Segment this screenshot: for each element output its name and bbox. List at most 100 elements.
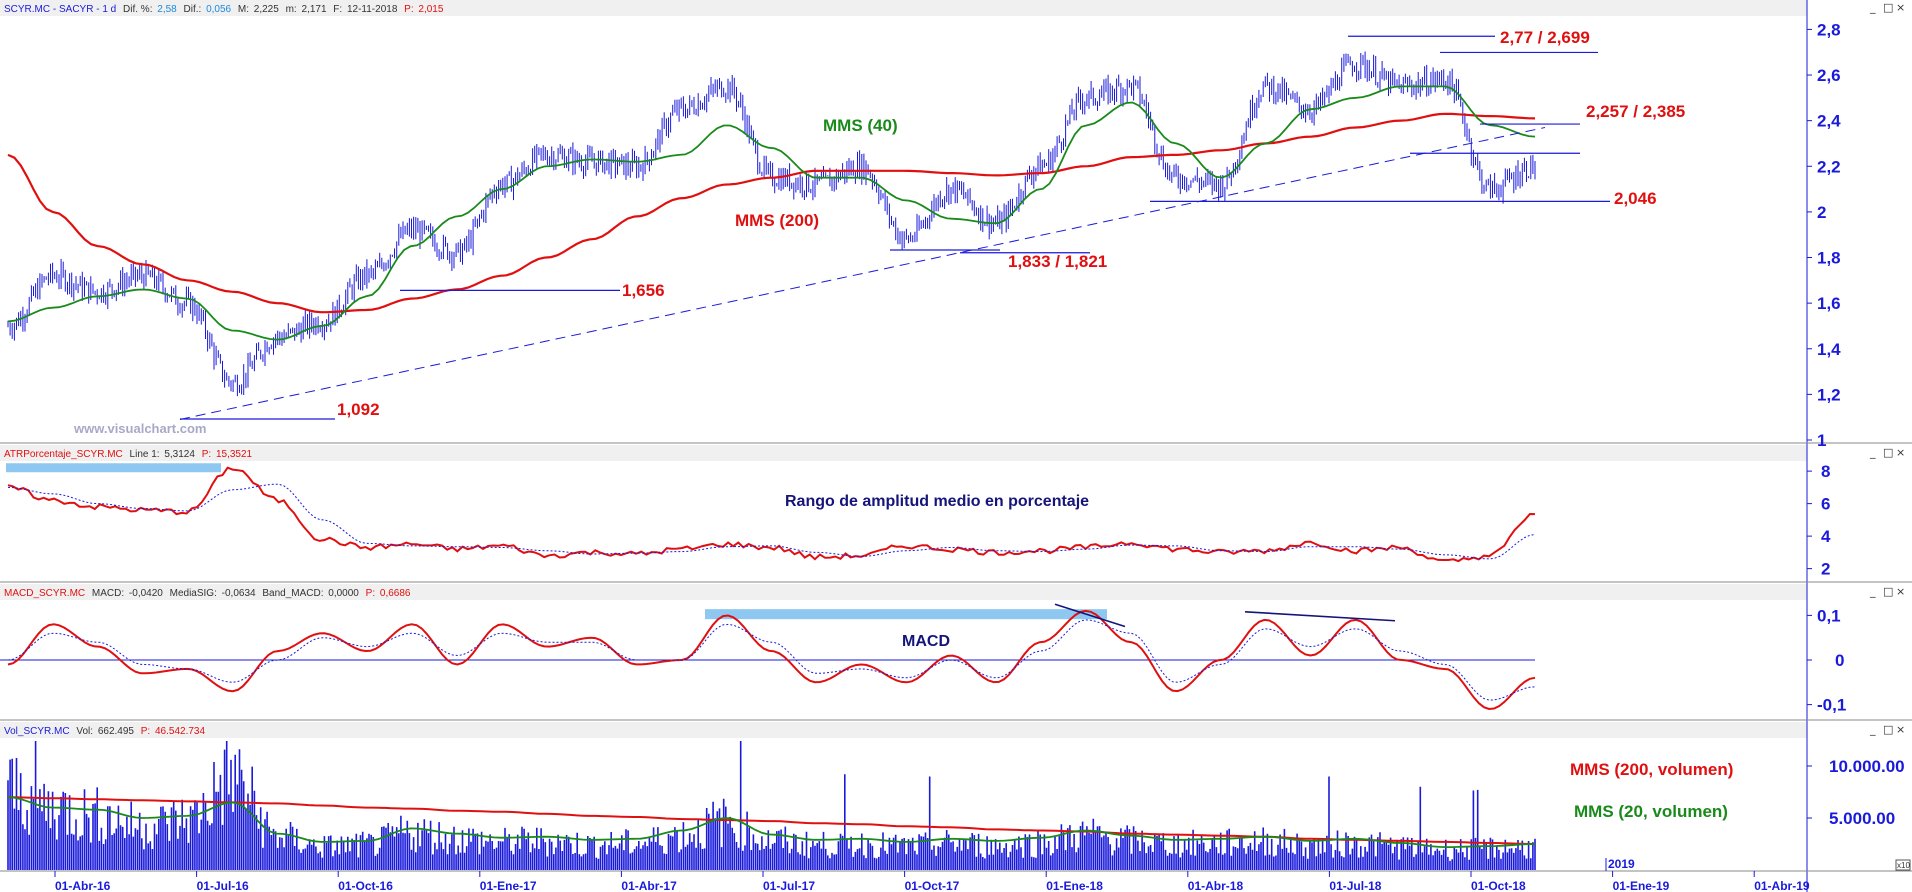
window-buttons[interactable]: _ □ ×_ □ ×_ □ ×_ □ × — [1869, 1, 1905, 736]
atr-p-value: 15,3521 — [216, 449, 253, 460]
volume-mms20-label: MMS (20, volumen) — [1574, 802, 1728, 821]
macd-line — [7, 609, 1536, 711]
macd-sig-value: -0,0634 — [222, 588, 256, 599]
minimize-button[interactable]: _ — [1869, 446, 1876, 459]
close-button[interactable]: × — [1896, 1, 1905, 14]
divergence-line — [1054, 603, 1126, 628]
price-y-tick: 1,6 — [1817, 294, 1841, 313]
volume-p-label: P: — [141, 726, 150, 737]
maximize-button[interactable]: □ — [1883, 446, 1893, 459]
macd-plot — [0, 603, 1536, 711]
min-value: 2,171 — [301, 4, 326, 15]
zoom-badge-label: x10 — [1897, 861, 1910, 870]
atr-y-tick: 6 — [1821, 495, 1830, 514]
dif-pct-value: 2,58 — [157, 4, 177, 15]
mms40-line — [7, 85, 1536, 341]
atr-header-bar — [0, 445, 1807, 461]
x-tick-label: 01-Ene-19 — [1613, 879, 1670, 892]
atr-y-tick: 2 — [1821, 560, 1830, 579]
x-axis: 01-Abr-16 01-Jul-16 01-Oct-16 01-Ene-17 01-A… — [54, 857, 1911, 892]
trendline — [179, 127, 1546, 420]
divergence-line — [1244, 611, 1396, 622]
minimize-button[interactable]: _ — [1869, 1, 1876, 14]
maximize-button[interactable]: □ — [1883, 585, 1893, 598]
macd-p-label: P: — [366, 588, 375, 599]
price-plot — [7, 35, 1610, 420]
atr-signal-line — [7, 483, 1536, 560]
atr-title: Rango de amplitud medio en porcentaje — [785, 493, 1089, 510]
atr-p-label: P: — [202, 449, 211, 460]
dif-label: Dif.: — [184, 4, 202, 15]
macd-p-value: 0,6686 — [380, 588, 411, 599]
atr-panel[interactable]: ATRPorcentaje_SCYR.MC Line 1: 5,3124 P: … — [0, 445, 1807, 563]
x-tick-label: 01-Abr-17 — [621, 879, 677, 892]
x-tick-label: 01-Oct-17 — [905, 879, 960, 892]
price-y-tick: 2,4 — [1817, 112, 1841, 131]
price-bars — [7, 51, 1536, 397]
dif-value: 0,056 — [206, 4, 231, 15]
macd-sig-label: MediaSIG: — [170, 588, 217, 599]
max-value: 2,225 — [254, 4, 279, 15]
volume-vol-label: Vol: — [76, 726, 93, 737]
volume-y-tick: 10.000.00 — [1829, 757, 1905, 776]
price-header: SCYR.MC - SACYR - 1 d Dif. %: 2,58 Dif.:… — [4, 4, 444, 15]
price-y-tick: 2 — [1817, 203, 1826, 222]
volume-bars — [7, 741, 1536, 870]
volume-header: Vol_SCYR.MC Vol: 662.495 P: 46.542.734 — [4, 726, 205, 737]
maximize-button[interactable]: □ — [1883, 1, 1893, 14]
minimize-button[interactable]: _ — [1869, 585, 1876, 598]
macd-header-bar — [0, 584, 1807, 600]
level-1833-label: 1,833 / 1,821 — [1008, 252, 1107, 271]
x-tick-label: 01-Oct-16 — [338, 879, 393, 892]
min-label: m: — [286, 4, 297, 15]
level-2257-label: 2,257 / 2,385 — [1586, 102, 1685, 121]
volume-panel[interactable]: Vol_SCYR.MC Vol: 662.495 P: 46.542.734 M… — [0, 722, 1807, 870]
x-tick-label: 01-Oct-18 — [1471, 879, 1526, 892]
atr-y-tick: 4 — [1821, 527, 1831, 546]
macd-band-label: Band_MACD: — [262, 588, 323, 599]
atr-plot — [6, 463, 1536, 563]
volume-vol-value: 662.495 — [98, 726, 135, 737]
volume-header-bar — [0, 722, 1807, 738]
macd-signal-line — [7, 619, 1536, 701]
atr-highlight — [6, 463, 221, 473]
volume-mms200-label: MMS (200, volumen) — [1570, 760, 1733, 779]
macd-value: -0,0420 — [129, 588, 163, 599]
price-y-tick: 2,8 — [1817, 20, 1841, 39]
price-y-tick: 2,2 — [1817, 157, 1841, 176]
macd-y-tick: 0,1 — [1817, 606, 1841, 625]
watermark: www.visualchart.com — [73, 421, 206, 436]
close-button[interactable]: × — [1896, 585, 1905, 598]
price-y-tick: 1 — [1817, 431, 1826, 450]
x-tick-label: 01-Jul-16 — [197, 879, 249, 892]
mms200-label: MMS (200) — [735, 211, 819, 230]
date-value: 12-11-2018 — [347, 4, 398, 15]
macd-y-tick: 0 — [1835, 651, 1844, 670]
atr-header: ATRPorcentaje_SCYR.MC Line 1: 5,3124 P: … — [4, 449, 253, 460]
volume-y-tick: 5.000.00 — [1829, 809, 1895, 828]
close-button[interactable]: × — [1896, 723, 1905, 736]
atr-line — [7, 466, 1536, 563]
minimize-button[interactable]: _ — [1869, 723, 1876, 736]
price-header-bar — [0, 0, 1807, 16]
close-button[interactable]: × — [1896, 446, 1905, 459]
macd-highlight — [705, 609, 1107, 620]
macd-header: MACD_SCYR.MC MACD: -0,0420 MediaSIG: -0,… — [4, 588, 411, 599]
x-tick-label: 01-Ene-18 — [1046, 879, 1103, 892]
maximize-button[interactable]: □ — [1883, 723, 1893, 736]
x-tick-label: 01-Jul-17 — [763, 879, 815, 892]
macd-panel[interactable]: MACD_SCYR.MC MACD: -0,0420 MediaSIG: -0,… — [0, 584, 1807, 711]
volume-name: Vol_SCYR.MC — [4, 726, 70, 737]
price-label: P: — [404, 4, 413, 15]
price-y-tick: 1,2 — [1817, 385, 1841, 404]
price-panel[interactable]: SCYR.MC - SACYR - 1 d Dif. %: 2,58 Dif.:… — [0, 0, 1807, 436]
x-tick-label: 01-Jul-18 — [1329, 879, 1381, 892]
level-1092-label: 1,092 — [337, 400, 380, 419]
zoom-badge[interactable] — [1895, 859, 1911, 871]
macd-y-tick: -0,1 — [1817, 696, 1846, 715]
macd-label: MACD: — [92, 588, 124, 599]
volume-p-value: 46.542.734 — [155, 726, 205, 737]
x-tick-label: 01-Abr-19 — [1754, 879, 1810, 892]
